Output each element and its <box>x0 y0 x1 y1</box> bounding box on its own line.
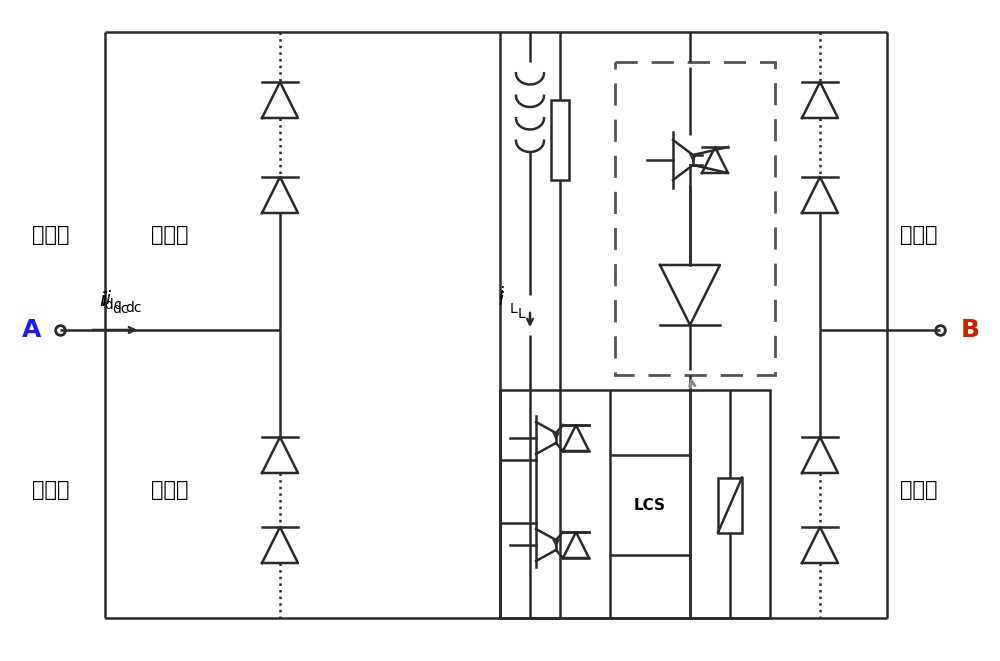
Text: $i$: $i$ <box>498 286 505 304</box>
Text: A: A <box>22 318 42 342</box>
Text: L: L <box>510 302 518 316</box>
Text: $i_{\rm dc}$: $i_{\rm dc}$ <box>99 290 121 312</box>
Text: dc: dc <box>125 301 142 315</box>
Bar <box>551 100 569 180</box>
Text: $i$: $i$ <box>105 290 111 308</box>
Text: dc: dc <box>112 302 128 316</box>
Text: 桥臂一: 桥臂一 <box>151 225 189 245</box>
Bar <box>615 62 775 375</box>
Text: 桥臂三: 桥臂三 <box>32 480 70 500</box>
Text: LCS: LCS <box>634 498 666 512</box>
Text: 桥臂四: 桥臂四 <box>900 480 938 500</box>
Text: $i$: $i$ <box>101 291 108 310</box>
Text: 桥臂二: 桥臂二 <box>900 225 938 245</box>
Text: 桥臂一: 桥臂一 <box>32 225 70 245</box>
Text: L: L <box>518 307 526 321</box>
Text: B: B <box>960 318 980 342</box>
Bar <box>718 477 742 533</box>
Bar <box>500 390 770 618</box>
Text: 桥臂三: 桥臂三 <box>151 480 189 500</box>
Text: $i$: $i$ <box>498 291 505 309</box>
Bar <box>610 455 690 555</box>
